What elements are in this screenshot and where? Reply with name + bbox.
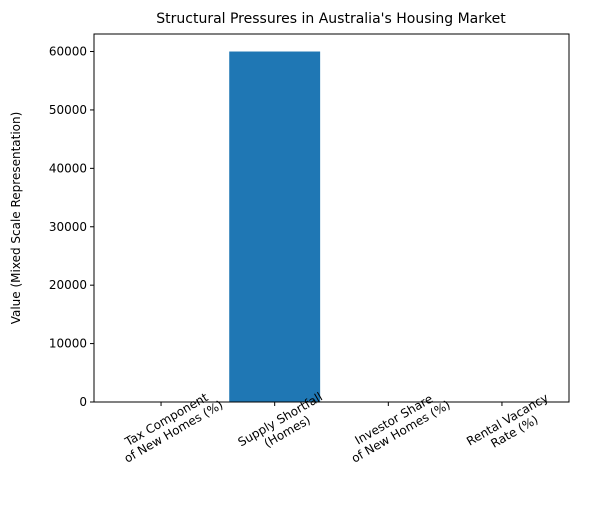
y-axis-ticks: 0 10000 20000 30000 40000 50000 60000 xyxy=(49,45,94,409)
bar-1 xyxy=(229,51,321,403)
x-axis-ticks: Tax Componentof New Homes (%) Supply Shor… xyxy=(115,386,558,466)
svg-text:Investor Shareof New Homes (%): Investor Shareof New Homes (%) xyxy=(342,386,453,466)
y-tick-label: 60000 xyxy=(49,45,87,59)
y-tick-label: 10000 xyxy=(49,337,87,351)
svg-text:Rental VacancyRate (%): Rental VacancyRate (%) xyxy=(464,390,558,460)
plot-frame xyxy=(93,33,570,403)
y-tick-label: 30000 xyxy=(49,220,87,234)
x-tick-label: Investor Shareof New Homes (%) xyxy=(342,386,453,466)
y-tick-label: 50000 xyxy=(49,103,87,117)
y-tick-label: 40000 xyxy=(49,161,87,175)
bars-group xyxy=(115,51,548,403)
x-tick-label: Tax Componentof New Homes (%) xyxy=(115,386,226,466)
x-tick-label: Rental VacancyRate (%) xyxy=(464,390,558,460)
y-axis-label: Value (Mixed Scale Representation) xyxy=(9,112,23,325)
chart-title: Structural Pressures in Australia's Hous… xyxy=(156,11,506,27)
y-tick-label: 20000 xyxy=(49,278,87,292)
svg-text:Tax Componentof New Homes (%): Tax Componentof New Homes (%) xyxy=(115,386,226,466)
y-tick-label: 0 xyxy=(79,395,87,409)
